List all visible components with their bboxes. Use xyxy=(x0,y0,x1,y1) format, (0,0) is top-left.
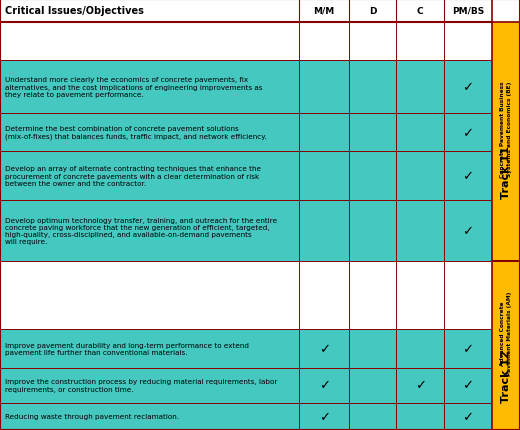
Bar xyxy=(0,261,492,330)
Text: Determine the best combination of concrete pavement solutions
(mix-of-fixes) tha: Determine the best combination of concre… xyxy=(5,126,267,140)
Bar xyxy=(0,402,492,430)
Text: Understand more clearly the economics of concrete pavements, fix
alternatives, a: Understand more clearly the economics of… xyxy=(5,77,263,98)
Bar xyxy=(0,368,492,402)
Text: ✓: ✓ xyxy=(319,342,330,355)
Bar xyxy=(492,23,520,261)
Bar xyxy=(492,261,520,430)
Bar xyxy=(0,152,492,200)
Text: ✓: ✓ xyxy=(462,379,474,392)
Text: Track 11: Track 11 xyxy=(501,146,511,199)
Text: Reducing waste through pavement reclamation.: Reducing waste through pavement reclamat… xyxy=(5,413,179,419)
Text: ✓: ✓ xyxy=(462,81,474,94)
Text: Develop an array of alternate contracting techniques that enhance the
procuremen: Develop an array of alternate contractin… xyxy=(5,166,261,187)
Text: M/M: M/M xyxy=(314,7,335,16)
Text: Critical Issues/Objectives: Critical Issues/Objectives xyxy=(5,6,144,16)
Text: ✓: ✓ xyxy=(319,379,330,392)
Text: Improve pavement durability and long-term performance to extend
pavement life fu: Improve pavement durability and long-ter… xyxy=(5,342,249,355)
Bar xyxy=(0,61,492,114)
Text: Track 12: Track 12 xyxy=(501,350,511,402)
Text: Improve the construction process by reducing material requirements, labor
requir: Improve the construction process by redu… xyxy=(5,378,278,392)
Text: D: D xyxy=(369,7,376,16)
Text: Concrete Pavement Business
Systems and Economics (BE): Concrete Pavement Business Systems and E… xyxy=(500,81,512,177)
Text: ✓: ✓ xyxy=(462,224,474,237)
Text: ✓: ✓ xyxy=(462,170,474,183)
Text: PM/BS: PM/BS xyxy=(452,7,484,16)
Text: ✓: ✓ xyxy=(414,379,426,392)
Bar xyxy=(0,23,492,61)
Bar xyxy=(0,330,492,368)
Text: ✓: ✓ xyxy=(319,410,330,423)
Bar xyxy=(0,200,492,261)
Text: ✓: ✓ xyxy=(462,410,474,423)
Text: Advanced Concrete
Pavement Materials (AM): Advanced Concrete Pavement Materials (AM… xyxy=(500,291,512,375)
Text: ✓: ✓ xyxy=(462,126,474,139)
Bar xyxy=(0,0,492,23)
Text: Develop optimum technology transfer, training, and outreach for the entire
concr: Develop optimum technology transfer, tra… xyxy=(5,217,277,245)
Text: C: C xyxy=(417,7,423,16)
Bar xyxy=(0,114,492,152)
Text: ✓: ✓ xyxy=(462,342,474,355)
